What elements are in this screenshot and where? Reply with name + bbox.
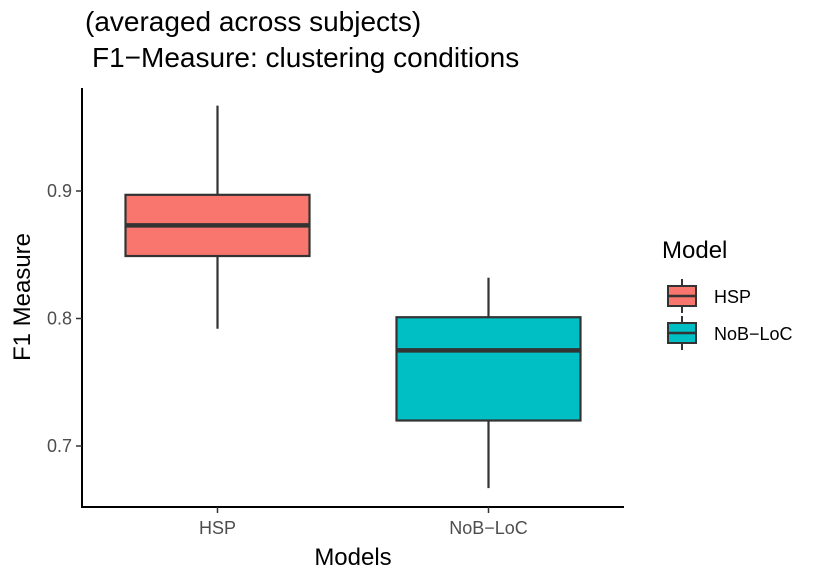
chart-title-line2: F1−Measure: clustering conditions <box>92 42 519 73</box>
y-tick-label: 0.9 <box>47 181 72 201</box>
box-1 <box>395 277 582 489</box>
legend-title: Model <box>662 237 727 264</box>
box-body <box>395 316 582 422</box>
legend-label: NoB−LoC <box>714 324 793 344</box>
legend: HSP NoB−LoC <box>667 279 793 350</box>
x-tick-label: HSP <box>199 518 236 538</box>
y-tick-label: 0.7 <box>47 436 72 456</box>
chart-title-line1: (averaged across subjects) <box>85 6 421 37</box>
x-axis-title: Models <box>314 544 391 571</box>
legend-item-0: HSP <box>667 279 751 313</box>
legend-label: HSP <box>714 287 751 307</box>
plot-area <box>124 105 582 489</box>
legend-item-1: NoB−LoC <box>667 316 793 350</box>
y-axis-title: F1 Measure <box>9 233 36 361</box>
box-0 <box>124 105 311 329</box>
y-tick-label: 0.8 <box>47 309 72 329</box>
x-tick-label: NoB−LoC <box>449 518 528 538</box>
